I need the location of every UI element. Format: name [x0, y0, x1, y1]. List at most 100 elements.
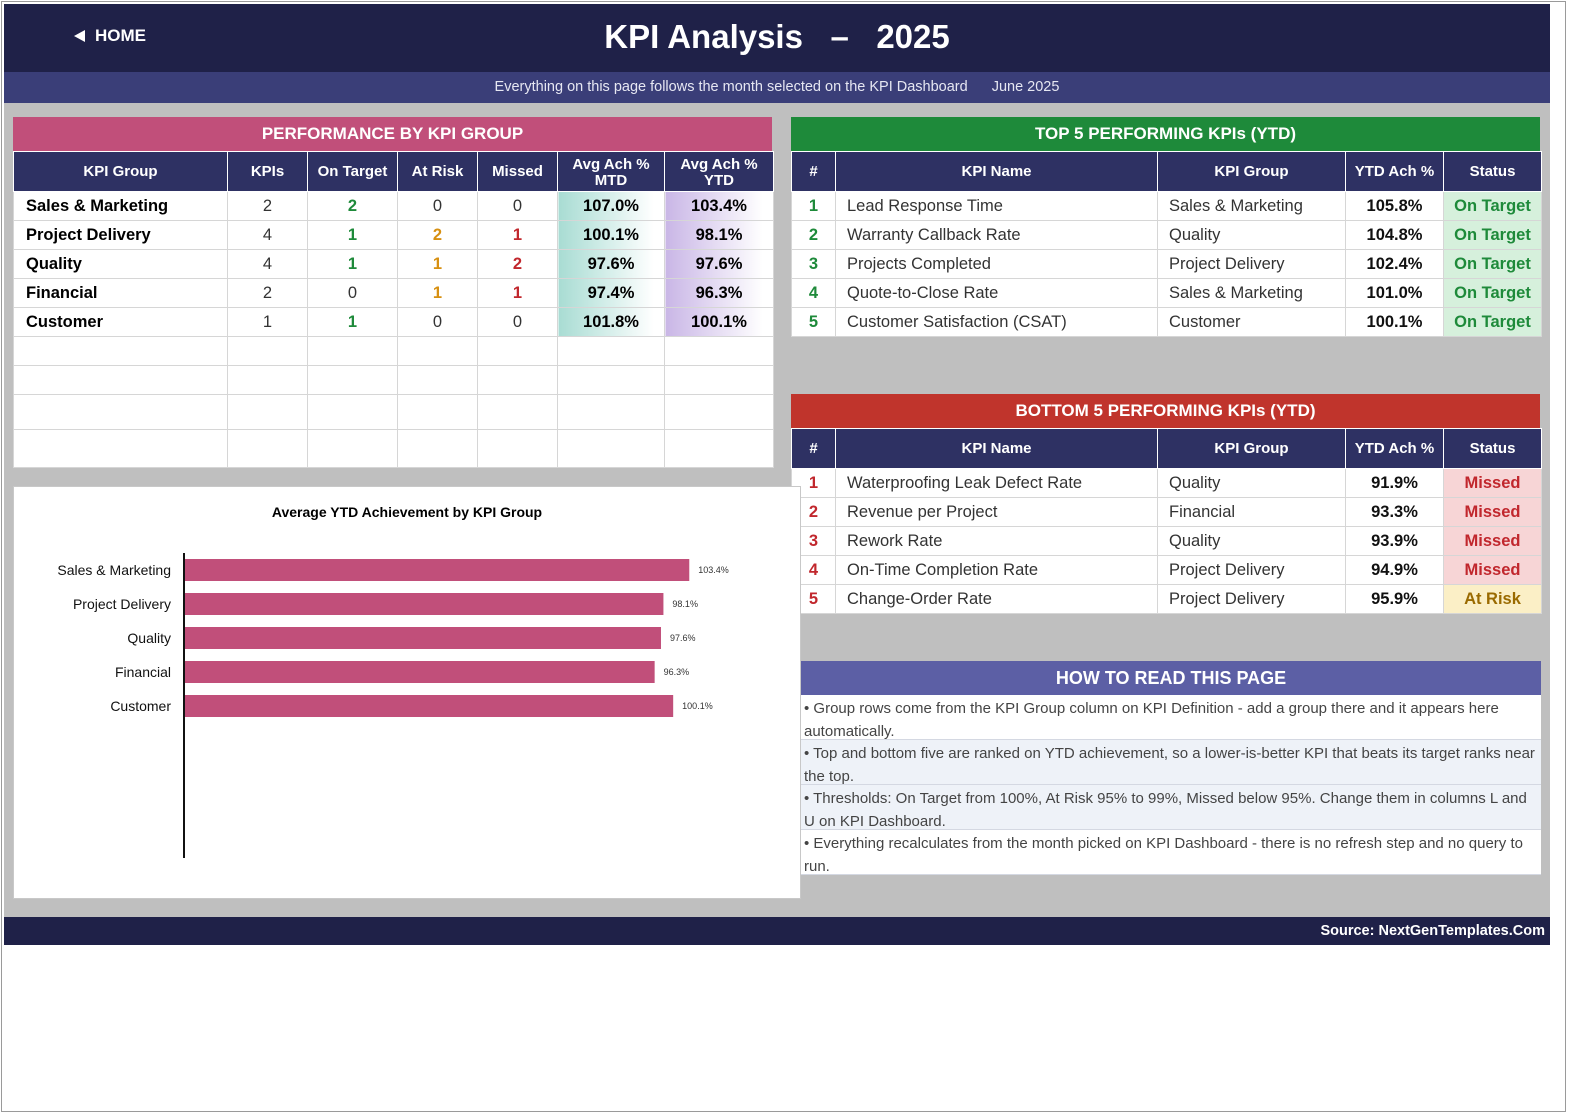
- empty-row: [13, 429, 774, 468]
- category-label: Financial: [115, 664, 171, 680]
- col-kpi-group: KPI Group: [13, 151, 228, 192]
- on-target-count: 1: [307, 307, 398, 337]
- ytd-achievement-chart: Average YTD Achievement by KPI Group Sal…: [13, 486, 801, 899]
- kpi-count: 1: [227, 307, 308, 337]
- col-avg-ytd: Avg Ach % YTD: [664, 151, 774, 192]
- col-status: Status: [1443, 428, 1542, 469]
- kpi-name: Rework Rate: [835, 526, 1158, 556]
- avg-mtd: 97.6%: [557, 249, 665, 279]
- table-row: 3 Projects Completed Project Delivery 10…: [791, 249, 1542, 279]
- table-row: Financial 2 0 1 1 97.4% 96.3%: [13, 278, 774, 308]
- ytd-ach: 94.9%: [1345, 555, 1444, 585]
- chart-bar: [185, 661, 655, 683]
- top5-banner: TOP 5 PERFORMING KPIs (YTD): [791, 117, 1540, 151]
- ytd-ach: 104.8%: [1345, 220, 1444, 250]
- ytd-ach: 93.3%: [1345, 497, 1444, 527]
- source-credit: Source: NextGenTemplates.Com: [1320, 923, 1545, 939]
- performance-header-row: KPI Group KPIs On Target At Risk Missed …: [13, 151, 774, 192]
- bar-chart: Average YTD Achievement by KPI Group Sal…: [57, 504, 729, 858]
- table-row: Project Delivery 4 1 2 1 100.1% 98.1%: [13, 220, 774, 250]
- col-ytd-ach: YTD Ach %: [1345, 428, 1444, 469]
- kpi-group: Customer: [1157, 307, 1346, 337]
- kpi-group: Quality: [1157, 468, 1346, 498]
- missed-count: 2: [477, 249, 558, 279]
- chart-bar: [185, 627, 661, 649]
- kpi-count: 4: [227, 249, 308, 279]
- col-rank: #: [791, 151, 836, 192]
- kpi-name: Quote-to-Close Rate: [835, 278, 1158, 308]
- table-row: 4 On-Time Completion Rate Project Delive…: [791, 555, 1542, 585]
- table-row: 1 Waterproofing Leak Defect Rate Quality…: [791, 468, 1542, 498]
- footer-bar: Source: NextGenTemplates.Com: [4, 917, 1550, 945]
- kpi-name: Revenue per Project: [835, 497, 1158, 527]
- col-avg-mtd: Avg Ach % MTD: [557, 151, 665, 192]
- value-label: 103.4%: [698, 565, 729, 575]
- on-target-count: 2: [307, 191, 398, 221]
- ytd-ach: 105.8%: [1345, 191, 1444, 221]
- how-to-item: • Top and bottom five are ranked on YTD …: [801, 740, 1541, 785]
- top5-table: # KPI Name KPI Group YTD Ach % Status 1 …: [791, 151, 1542, 337]
- missed-count: 1: [477, 278, 558, 308]
- kpi-group: Project Delivery: [1157, 584, 1346, 614]
- kpi-count: 2: [227, 191, 308, 221]
- kpi-count: 2: [227, 278, 308, 308]
- how-to-item: • Everything recalculates from the month…: [801, 830, 1541, 875]
- rank: 3: [791, 249, 836, 279]
- value-label: 98.1%: [672, 599, 698, 609]
- category-label: Sales & Marketing: [57, 562, 171, 578]
- kpi-name: Warranty Callback Rate: [835, 220, 1158, 250]
- col-rank: #: [791, 428, 836, 469]
- kpi-analysis-sheet: HOME KPI Analysis – 2025 Everything on t…: [4, 4, 1550, 945]
- ytd-ach: 100.1%: [1345, 307, 1444, 337]
- bottom5-banner: BOTTOM 5 PERFORMING KPIs (YTD): [791, 394, 1540, 428]
- top5-header-row: # KPI Name KPI Group YTD Ach % Status: [791, 151, 1542, 192]
- kpi-group: Project Delivery: [1157, 555, 1346, 585]
- status-badge: On Target: [1443, 278, 1542, 308]
- ytd-ach: 102.4%: [1345, 249, 1444, 279]
- status-badge: Missed: [1443, 497, 1542, 527]
- kpi-group: Sales & Marketing: [1157, 278, 1346, 308]
- group-name: Financial: [13, 278, 228, 308]
- chart-bar: [185, 559, 690, 581]
- category-label: Project Delivery: [73, 596, 171, 612]
- kpi-name: Lead Response Time: [835, 191, 1158, 221]
- col-status: Status: [1443, 151, 1542, 192]
- col-missed: Missed: [477, 151, 558, 192]
- table-row: 2 Revenue per Project Financial 93.3% Mi…: [791, 497, 1542, 527]
- avg-mtd: 107.0%: [557, 191, 665, 221]
- rank: 1: [791, 468, 836, 498]
- kpi-name: Projects Completed: [835, 249, 1158, 279]
- table-row: 2 Warranty Callback Rate Quality 104.8% …: [791, 220, 1542, 250]
- kpi-name: On-Time Completion Rate: [835, 555, 1158, 585]
- status-badge: Missed: [1443, 555, 1542, 585]
- table-row: Customer 1 1 0 0 101.8% 100.1%: [13, 307, 774, 337]
- table-row: 4 Quote-to-Close Rate Sales & Marketing …: [791, 278, 1542, 308]
- rank: 2: [791, 220, 836, 250]
- chart-title: Average YTD Achievement by KPI Group: [272, 504, 542, 520]
- avg-ytd: 97.6%: [664, 249, 774, 279]
- missed-count: 1: [477, 220, 558, 250]
- on-target-count: 1: [307, 249, 398, 279]
- avg-ytd: 103.4%: [664, 191, 774, 221]
- status-badge: On Target: [1443, 191, 1542, 221]
- kpi-name: Change-Order Rate: [835, 584, 1158, 614]
- table-row: 3 Rework Rate Quality 93.9% Missed: [791, 526, 1542, 556]
- group-name: Sales & Marketing: [13, 191, 228, 221]
- kpi-group: Quality: [1157, 526, 1346, 556]
- ytd-ach: 95.9%: [1345, 584, 1444, 614]
- col-kpi-name: KPI Name: [835, 151, 1158, 192]
- col-at-risk: At Risk: [397, 151, 478, 192]
- bottom5-header-row: # KPI Name KPI Group YTD Ach % Status: [791, 428, 1542, 469]
- kpi-name: Waterproofing Leak Defect Rate: [835, 468, 1158, 498]
- how-to-item: • Group rows come from the KPI Group col…: [801, 695, 1541, 740]
- value-label: 100.1%: [682, 701, 713, 711]
- ytd-ach: 91.9%: [1345, 468, 1444, 498]
- top-bar: HOME KPI Analysis – 2025: [4, 4, 1550, 72]
- at-risk-count: 1: [397, 249, 478, 279]
- avg-mtd: 100.1%: [557, 220, 665, 250]
- group-name: Customer: [13, 307, 228, 337]
- home-button[interactable]: HOME: [74, 26, 146, 46]
- kpi-name: Customer Satisfaction (CSAT): [835, 307, 1158, 337]
- at-risk-count: 0: [397, 307, 478, 337]
